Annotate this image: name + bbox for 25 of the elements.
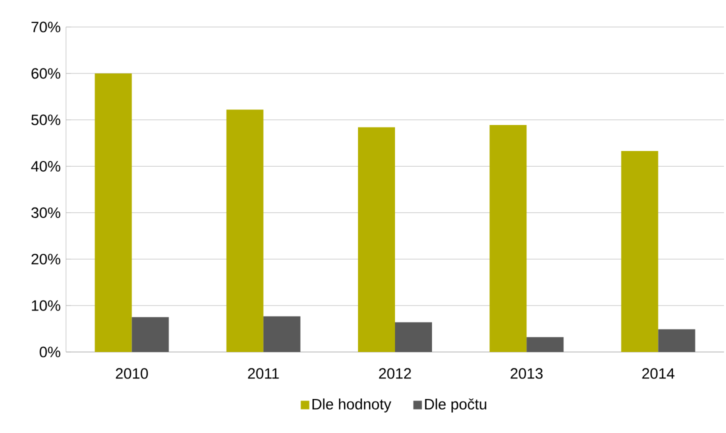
bar [94,73,132,352]
x-tick-label: 2010 [116,368,148,379]
bar [263,316,300,352]
y-tick-label: 50% [31,114,60,126]
x-tick-label: 2011 [248,368,279,379]
bar [132,317,169,352]
y-tick-label: 10% [32,300,60,311]
bar [621,150,658,352]
legend-label: Dle hodnoty [312,398,392,412]
y-tick-label: 30% [31,207,60,218]
y-tick-label: 20% [32,254,60,264]
bar [526,337,564,352]
bar [658,329,696,352]
x-tick-label: 2014 [642,368,674,379]
bar [490,124,527,352]
y-tick-label: 60% [32,68,60,79]
legend-label: Dle počtu [425,398,486,412]
bar [358,127,395,352]
y-tick-label: 40% [31,160,60,172]
bar [395,322,432,352]
x-tick-label: 2012 [379,368,411,379]
y-tick-label: 70% [32,22,60,32]
bar [226,110,264,352]
x-tick-label: 2013 [510,368,543,379]
y-tick-label: 0% [40,346,60,358]
